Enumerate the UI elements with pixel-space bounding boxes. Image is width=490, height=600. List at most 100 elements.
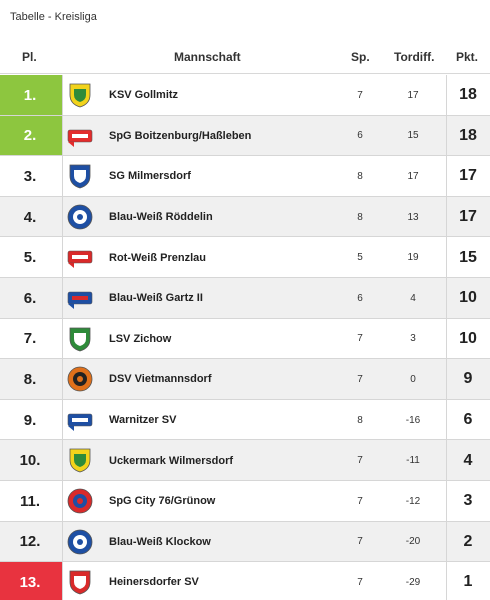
column-divider bbox=[446, 278, 447, 319]
team-crest-icon bbox=[67, 413, 93, 431]
row-separator bbox=[0, 276, 490, 278]
team-crest-icon bbox=[67, 488, 93, 514]
column-divider bbox=[446, 562, 447, 600]
team-name-link[interactable]: Blau-Weiß Gartz II bbox=[109, 292, 203, 305]
goal-difference: 0 bbox=[410, 373, 416, 385]
points: 1 bbox=[463, 573, 473, 591]
table-row[interactable]: 1. KSV Gollmitz 7 17 18 bbox=[0, 75, 490, 116]
column-divider bbox=[62, 278, 63, 319]
team-crest-icon bbox=[67, 366, 93, 392]
team-crest-icon bbox=[69, 83, 91, 108]
goal-difference: -16 bbox=[405, 414, 421, 426]
goal-difference: 19 bbox=[407, 252, 419, 264]
team-crest-icon bbox=[67, 291, 93, 309]
header-team[interactable]: Mannschaft bbox=[174, 50, 241, 64]
row-separator bbox=[0, 317, 490, 319]
team-name-link[interactable]: Uckermark Wilmersdorf bbox=[109, 454, 234, 467]
team-name-link[interactable]: Rot-Weiß Prenzlau bbox=[109, 251, 206, 264]
column-divider bbox=[446, 359, 447, 400]
table-row[interactable]: 6. Blau-Weiß Gartz II 6 4 10 bbox=[0, 278, 490, 319]
team-name-link[interactable]: Warnitzer SV bbox=[109, 414, 177, 427]
table-row[interactable]: 10. Uckermark Wilmersdorf 7 -11 4 bbox=[0, 440, 490, 481]
column-divider bbox=[62, 399, 63, 441]
table-row[interactable]: 3. SG Milmersdorf 8 17 17 bbox=[0, 156, 490, 197]
row-rank: 13. bbox=[0, 562, 62, 600]
table-row[interactable]: 7. LSV Zichow 7 3 10 bbox=[0, 318, 490, 360]
column-divider bbox=[62, 359, 63, 400]
goal-difference: 13 bbox=[407, 211, 419, 223]
games-played: 7 bbox=[357, 373, 363, 385]
row-rank: 5. bbox=[23, 249, 37, 267]
column-divider bbox=[446, 156, 447, 197]
points: 15 bbox=[459, 248, 477, 266]
goal-difference: 4 bbox=[410, 292, 416, 304]
row-rank: 7. bbox=[23, 330, 37, 348]
column-divider bbox=[62, 440, 63, 481]
row-rank: 2. bbox=[0, 115, 62, 157]
team-crest-icon bbox=[67, 204, 93, 230]
column-divider bbox=[446, 399, 447, 441]
row-separator bbox=[0, 195, 490, 197]
team-crest-icon bbox=[67, 251, 93, 269]
team-crest-icon bbox=[69, 164, 91, 189]
column-divider bbox=[62, 156, 63, 197]
row-rank: 8. bbox=[23, 370, 37, 388]
team-crest-icon bbox=[69, 570, 91, 595]
column-divider bbox=[446, 237, 447, 278]
row-separator bbox=[0, 114, 490, 116]
team-name-link[interactable]: Heinersdorfer SV bbox=[109, 576, 199, 589]
goal-difference: -11 bbox=[406, 455, 420, 467]
column-divider bbox=[446, 75, 447, 116]
table-row[interactable]: 5. Rot-Weiß Prenzlau 5 19 15 bbox=[0, 237, 490, 278]
team-name-link[interactable]: SG Milmersdorf bbox=[109, 170, 191, 183]
row-rank: 6. bbox=[23, 289, 37, 307]
games-played: 7 bbox=[357, 455, 363, 467]
row-separator bbox=[0, 520, 490, 522]
points: 18 bbox=[459, 86, 477, 104]
table-row[interactable]: 11. SpG City 76/Grünow 7 -12 3 bbox=[0, 481, 490, 522]
column-divider bbox=[62, 521, 63, 563]
table-row[interactable]: 4. Blau-Weiß Röddelin 8 13 17 bbox=[0, 196, 490, 238]
goal-difference: -12 bbox=[405, 495, 421, 507]
games-played: 8 bbox=[357, 170, 363, 182]
team-name-link[interactable]: LSV Zichow bbox=[109, 332, 172, 345]
column-divider bbox=[446, 115, 447, 157]
row-separator bbox=[0, 561, 490, 563]
games-played: 8 bbox=[357, 414, 363, 426]
points: 9 bbox=[463, 370, 473, 388]
points: 6 bbox=[463, 411, 473, 429]
row-rank: 4. bbox=[23, 208, 37, 226]
team-name-link[interactable]: SpG Boitzenburg/Haßleben bbox=[109, 129, 252, 142]
team-crest-icon bbox=[67, 129, 93, 147]
table-row[interactable]: 8. DSV Vietmannsdorf 7 0 9 bbox=[0, 359, 490, 400]
goal-difference: -29 bbox=[405, 576, 421, 588]
row-rank: 11. bbox=[19, 492, 41, 510]
table-row[interactable]: 9. Warnitzer SV 8 -16 6 bbox=[0, 399, 490, 441]
points: 2 bbox=[463, 532, 473, 550]
header-points[interactable]: Pkt. bbox=[456, 50, 479, 64]
row-separator bbox=[0, 236, 490, 238]
goal-difference: 17 bbox=[407, 89, 419, 101]
table-row[interactable]: 13. Heinersdorfer SV 7 -29 1 bbox=[0, 562, 490, 600]
team-name-link[interactable]: Blau-Weiß Klockow bbox=[109, 535, 211, 548]
team-name-link[interactable]: DSV Vietmannsdorf bbox=[109, 373, 212, 386]
team-name-link[interactable]: Blau-Weiß Röddelin bbox=[109, 211, 213, 224]
column-divider bbox=[62, 481, 63, 522]
column-divider bbox=[446, 481, 447, 522]
games-played: 7 bbox=[357, 333, 363, 345]
goal-difference: 15 bbox=[407, 130, 419, 142]
column-divider bbox=[62, 562, 63, 600]
table-header: Pl. Mannschaft Sp. Tordiff. Pkt. bbox=[0, 40, 490, 74]
table-row[interactable]: 12. Blau-Weiß Klockow 7 -20 2 bbox=[0, 521, 490, 563]
row-rank: 9. bbox=[23, 411, 37, 429]
header-played[interactable]: Sp. bbox=[351, 50, 370, 64]
table-row[interactable]: 2. SpG Boitzenburg/Haßleben 6 15 18 bbox=[0, 115, 490, 157]
points: 10 bbox=[459, 329, 477, 347]
header-rank[interactable]: Pl. bbox=[22, 50, 37, 64]
header-goal-diff[interactable]: Tordiff. bbox=[394, 50, 435, 64]
team-name-link[interactable]: KSV Gollmitz bbox=[109, 89, 179, 102]
goal-difference: 17 bbox=[407, 170, 419, 182]
team-crest-icon bbox=[67, 529, 93, 554]
team-name-link[interactable]: SpG City 76/Grünow bbox=[109, 495, 216, 508]
row-rank: 1. bbox=[0, 75, 62, 116]
